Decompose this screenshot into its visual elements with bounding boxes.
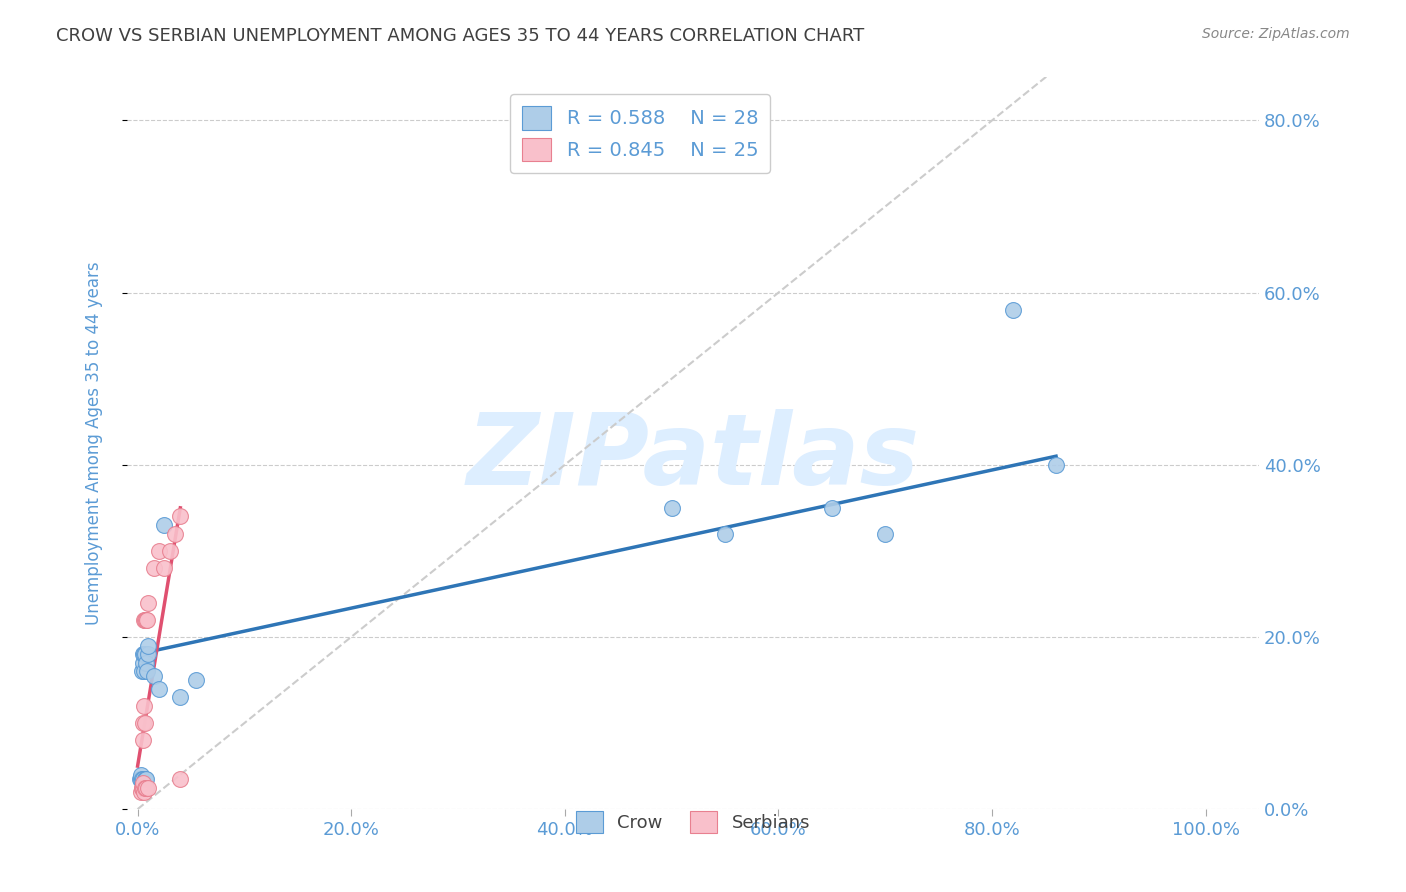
- Point: [134, 647, 156, 661]
- Point: [135, 780, 157, 795]
- Point: [131, 780, 153, 795]
- Point: [186, 673, 208, 687]
- Point: [142, 669, 165, 683]
- Point: [1002, 302, 1025, 317]
- Point: [148, 544, 170, 558]
- Point: [153, 561, 176, 575]
- Point: [128, 772, 150, 786]
- Text: Source: ZipAtlas.com: Source: ZipAtlas.com: [1202, 27, 1350, 41]
- Point: [136, 647, 159, 661]
- Point: [131, 780, 153, 795]
- Point: [169, 772, 191, 786]
- Point: [875, 526, 897, 541]
- Point: [153, 518, 176, 533]
- Point: [134, 716, 156, 731]
- Point: [132, 733, 155, 747]
- Point: [169, 509, 191, 524]
- Point: [148, 681, 170, 696]
- Point: [132, 647, 155, 661]
- Point: [163, 526, 186, 541]
- Y-axis label: Unemployment Among Ages 35 to 44 years: Unemployment Among Ages 35 to 44 years: [86, 261, 103, 625]
- Point: [136, 613, 159, 627]
- Point: [132, 647, 155, 661]
- Point: [134, 613, 156, 627]
- Point: [132, 772, 155, 786]
- Point: [132, 656, 155, 670]
- Point: [129, 785, 152, 799]
- Point: [129, 772, 152, 786]
- Point: [136, 780, 159, 795]
- Point: [131, 665, 153, 679]
- Point: [132, 776, 155, 790]
- Point: [135, 656, 157, 670]
- Point: [132, 613, 155, 627]
- Point: [129, 768, 152, 782]
- Point: [1045, 458, 1067, 472]
- Point: [131, 772, 153, 786]
- Point: [135, 772, 157, 786]
- Point: [142, 561, 165, 575]
- Point: [821, 500, 844, 515]
- Point: [135, 613, 157, 627]
- Point: [714, 526, 737, 541]
- Point: [132, 716, 155, 731]
- Point: [136, 595, 159, 609]
- Point: [661, 500, 683, 515]
- Point: [136, 639, 159, 653]
- Legend: Crow, Serbians: Crow, Serbians: [565, 800, 821, 844]
- Point: [132, 780, 155, 795]
- Point: [134, 780, 156, 795]
- Point: [159, 544, 181, 558]
- Point: [134, 772, 156, 786]
- Point: [136, 665, 159, 679]
- Point: [132, 785, 155, 799]
- Text: CROW VS SERBIAN UNEMPLOYMENT AMONG AGES 35 TO 44 YEARS CORRELATION CHART: CROW VS SERBIAN UNEMPLOYMENT AMONG AGES …: [56, 27, 865, 45]
- Point: [132, 665, 155, 679]
- Text: ZIPatlas: ZIPatlas: [467, 409, 920, 507]
- Point: [132, 698, 155, 713]
- Point: [169, 690, 191, 705]
